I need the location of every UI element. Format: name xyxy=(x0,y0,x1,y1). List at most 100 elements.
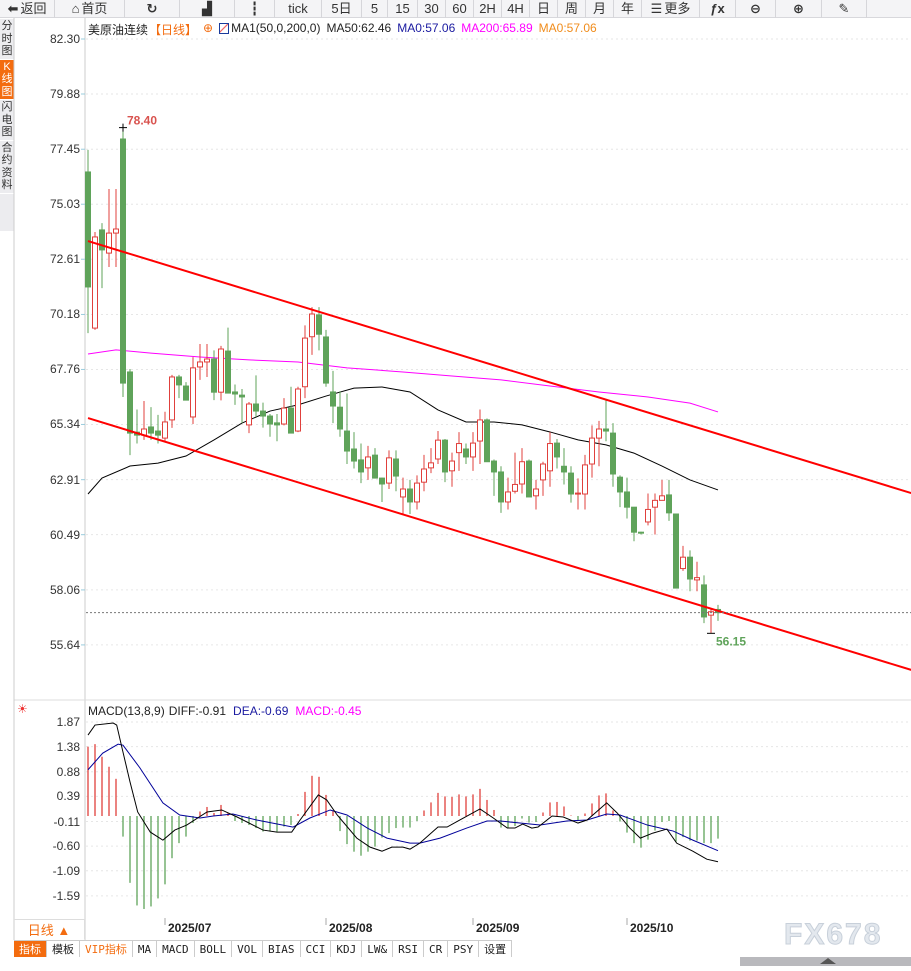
toolbar-button-formula-fx[interactable]: ƒx xyxy=(700,0,736,18)
candle-body xyxy=(680,556,686,570)
sidebar-item-2[interactable]: 闪电图 xyxy=(0,100,14,141)
macd-legend: MACD(13,8,9) DIFF:-0.91 DEA:-0.69 MACD:-… xyxy=(88,704,361,718)
candle-body xyxy=(260,410,266,417)
refresh-icon: ↻ xyxy=(146,1,158,16)
indicator-tab[interactable]: PSY xyxy=(448,941,480,957)
price-tick-label: 75.03 xyxy=(49,197,80,212)
indicator-tab[interactable]: RSI xyxy=(393,941,424,957)
candle-body xyxy=(498,471,504,503)
macd-tick-label: -0.60 xyxy=(52,839,80,854)
indicator-tab[interactable]: LW& xyxy=(362,941,394,957)
toolbar-label: 2H xyxy=(479,1,496,16)
draw-pen-icon: ✎ xyxy=(838,1,850,16)
diff-line xyxy=(87,722,719,863)
scroll-up-arrow-icon[interactable] xyxy=(820,958,836,964)
sidebar-item-1[interactable]: K线图 xyxy=(0,59,14,100)
indicator-tab[interactable]: KDJ xyxy=(331,941,363,957)
toolbar-button-4H[interactable]: 4H xyxy=(502,0,530,18)
toolbar-label: 15 xyxy=(395,1,410,16)
candle-body xyxy=(344,430,350,452)
indicator-tab[interactable]: BOLL xyxy=(194,941,233,957)
toolbar-button-日[interactable]: 日 xyxy=(530,0,558,18)
diff-value: DIFF:-0.91 xyxy=(168,704,227,718)
toolbar-button-15[interactable]: 15 xyxy=(388,0,418,18)
candle-body xyxy=(386,457,392,484)
candle-body xyxy=(491,460,497,473)
date-tick-label: 2025/10 xyxy=(630,921,674,935)
toolbar-button-5日[interactable]: 5日 xyxy=(322,0,362,18)
candle-body xyxy=(701,584,707,618)
instrument-name: 美原油连续 xyxy=(88,23,149,37)
candle-body xyxy=(435,439,441,460)
ma0b-value: MA0:57.06 xyxy=(538,21,597,35)
toolbar-button-月[interactable]: 月 xyxy=(586,0,614,18)
toolbar-label: 首页 xyxy=(81,1,108,16)
macd-tick-label: -1.09 xyxy=(52,863,80,878)
price-tick-label: 58.06 xyxy=(49,582,80,597)
price-tick-label: 67.76 xyxy=(49,362,80,377)
candle-body xyxy=(85,171,91,288)
ma-label: MA1(50,0,200,0) xyxy=(231,21,321,35)
toolbar-button-tick[interactable]: tick xyxy=(275,0,322,18)
price-tick-label: 62.91 xyxy=(49,472,80,487)
candle-body xyxy=(169,376,175,421)
candle-body xyxy=(694,577,700,581)
toolbar-button-60[interactable]: 60 xyxy=(446,0,474,18)
indicator-tab[interactable]: MACD xyxy=(157,941,195,957)
candle-body xyxy=(519,461,525,485)
indicator-tab[interactable]: CCI xyxy=(300,941,332,957)
toolbar-button-2H[interactable]: 2H xyxy=(474,0,502,18)
ma-indicator-icon[interactable] xyxy=(219,23,230,34)
indicator-tab[interactable]: 设置 xyxy=(479,941,513,957)
toolbar-button-candlestick[interactable]: ┇ xyxy=(235,0,275,18)
toolbar-button-周[interactable]: 周 xyxy=(558,0,586,18)
horizontal-scrollbar[interactable] xyxy=(740,957,911,966)
toolbar-label: 周 xyxy=(564,1,578,16)
toolbar-button-zoom-in[interactable]: ⊕ xyxy=(776,0,822,18)
macd-settings-icon[interactable]: ☀ xyxy=(17,702,28,716)
period-selector-button[interactable]: 日线 ▲ xyxy=(14,919,85,939)
toolbar-button-更多[interactable]: ☰ 更多 xyxy=(642,0,700,18)
candle-body xyxy=(449,460,455,472)
toolbar-button-zoom-out[interactable]: ⊖ xyxy=(736,0,776,18)
menu-icon: ☰ xyxy=(650,1,663,16)
candle-body xyxy=(708,611,714,616)
sidebar-item-3[interactable]: 合约资料 xyxy=(0,141,14,194)
candle-body xyxy=(547,443,553,472)
indicator-tab[interactable]: BIAS xyxy=(263,941,301,957)
candle-body xyxy=(554,442,560,458)
toolbar-button-refresh[interactable]: ↻ xyxy=(125,0,180,18)
price-tick-label: 70.18 xyxy=(49,307,80,322)
sidebar-item-0[interactable]: 分时图 xyxy=(0,19,14,60)
toolbar-button-bar-chart[interactable]: ▟ xyxy=(180,0,235,18)
indicator-tab[interactable]: CR xyxy=(424,941,449,957)
candle-body xyxy=(197,361,203,368)
toolbar-button-5[interactable]: 5 xyxy=(362,0,388,18)
toolbar-button-draw-pen[interactable]: ✎ xyxy=(822,0,867,18)
indicator-tab[interactable]: VOL xyxy=(232,941,263,957)
indicator-tab[interactable]: 指标 xyxy=(14,941,47,957)
indicator-tab[interactable]: 模板 xyxy=(47,941,80,957)
toolbar-button-首页[interactable]: ⌂ 首页 xyxy=(55,0,125,18)
candle-body xyxy=(421,468,427,483)
candle-body xyxy=(617,476,623,493)
toolbar-button-30[interactable]: 30 xyxy=(418,0,446,18)
indicator-tab[interactable]: VIP指标 xyxy=(80,941,133,957)
candle-body xyxy=(463,448,469,458)
settings-circle-icon[interactable]: ⊕ xyxy=(203,21,214,35)
candle-body xyxy=(330,391,336,407)
toolbar-button-返回[interactable]: ⬅ 返回 xyxy=(0,0,55,18)
toolbar-button-年[interactable]: 年 xyxy=(614,0,642,18)
price-tick-label: 65.34 xyxy=(49,417,80,432)
candle-body xyxy=(379,477,385,485)
toolbar-label: 年 xyxy=(620,1,634,16)
toolbar-label: 日 xyxy=(536,1,550,16)
candle-body xyxy=(393,458,399,477)
candle-body xyxy=(225,350,231,394)
indicator-tab[interactable]: MA xyxy=(132,941,158,957)
toolbar-label: 30 xyxy=(424,1,439,16)
candle-body xyxy=(568,472,574,495)
candle-body xyxy=(638,531,644,534)
candle-body xyxy=(575,492,581,495)
